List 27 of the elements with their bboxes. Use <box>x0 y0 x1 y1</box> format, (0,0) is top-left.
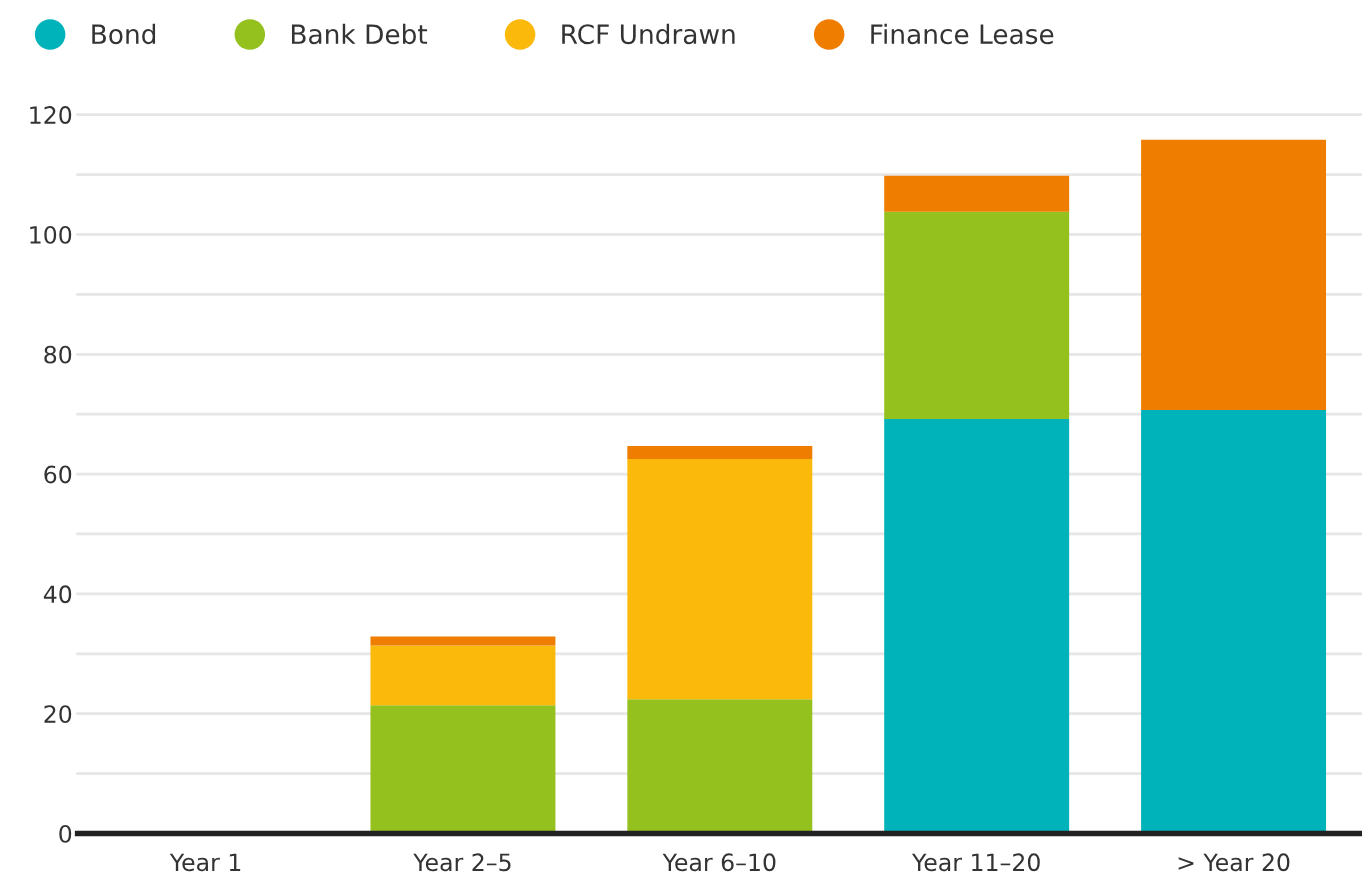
x-tick-label: Year 6–10 <box>662 853 776 872</box>
bar <box>884 211 1070 419</box>
y-tick-label: 0 <box>59 824 72 843</box>
bar <box>1141 139 1327 410</box>
bar <box>370 645 556 706</box>
bar <box>627 445 813 460</box>
y-tick-label: 40 <box>43 585 72 604</box>
legend-label: Bond <box>92 23 156 45</box>
x-tick-label: > Year 20 <box>1178 853 1290 872</box>
bar <box>1141 409 1327 834</box>
legend-label: RCF Undrawn <box>562 23 735 45</box>
legend-label: Finance Lease <box>871 23 1054 45</box>
bar <box>370 705 556 834</box>
bar <box>627 459 813 700</box>
x-tick-label: Year 11–20 <box>911 853 1040 872</box>
y-tick-label: 60 <box>44 465 72 484</box>
y-tick-label: 80 <box>44 345 72 364</box>
y-tick-label: 100 <box>30 225 72 244</box>
bar <box>370 636 556 646</box>
legend-label: Bank Debt <box>291 23 428 45</box>
bar <box>627 699 813 834</box>
x-tick-label: Year 1 <box>169 853 241 872</box>
y-tick-label: 20 <box>44 705 72 723</box>
y-tick-label: 120 <box>30 106 72 124</box>
bar <box>884 175 1070 212</box>
bar <box>884 418 1070 834</box>
x-tick-label: Year 2–5 <box>413 853 511 872</box>
